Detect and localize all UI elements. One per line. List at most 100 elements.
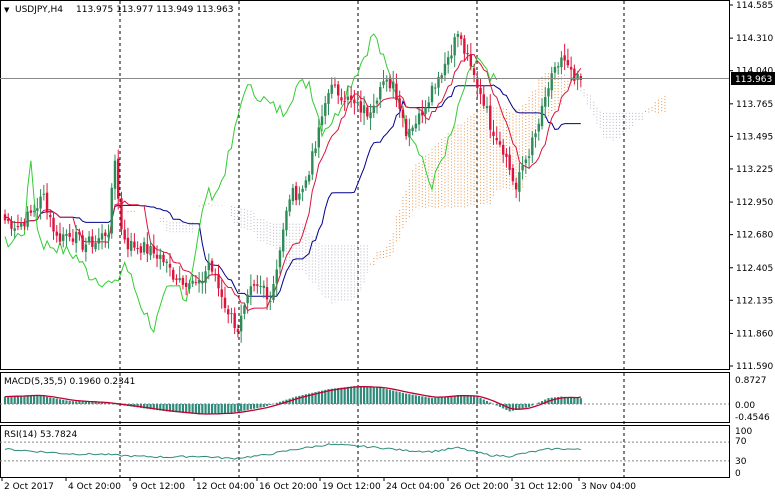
candle-body [317, 127, 320, 148]
candle-body [534, 133, 537, 138]
candle-body [68, 233, 71, 237]
candle-body [446, 57, 450, 65]
macd-axis-zero: 0.00 [735, 401, 755, 411]
candle-body [184, 282, 188, 287]
candle-body [563, 55, 566, 61]
price-tick-label: 112.135 [736, 296, 773, 306]
candle-body [117, 158, 120, 199]
candle-body [453, 37, 456, 56]
candle-body [531, 137, 534, 156]
time-tick-label: 19 Oct 12:00 [322, 482, 381, 492]
candle-body [168, 263, 172, 268]
candle-body [52, 217, 55, 232]
candle-body [553, 66, 557, 73]
candle-body [443, 63, 447, 76]
candle-body [291, 187, 295, 202]
macd-indicator [0, 386, 729, 415]
candle-body [573, 68, 576, 81]
candle-body [469, 54, 473, 67]
time-tick-label: 24 Oct 04:00 [386, 482, 445, 492]
rsi-line [4, 443, 581, 460]
candle-body [343, 101, 346, 103]
candle-body [307, 174, 311, 182]
candle-body [327, 92, 330, 104]
rsi-axis-100: 100 [735, 427, 752, 437]
candle-body [285, 210, 288, 231]
candle-body [49, 214, 52, 218]
candle-body [149, 245, 152, 256]
candle-body [272, 283, 275, 300]
current-price-tag [731, 72, 775, 85]
chart-symbol: USDJPY,H4 [15, 5, 63, 15]
candle-body [498, 141, 502, 145]
candle-body [560, 57, 563, 68]
candle-body [324, 103, 327, 116]
candle-body [411, 127, 414, 131]
candle-body [165, 261, 168, 264]
candle-body [421, 111, 424, 116]
price-tick-label: 113.765 [736, 100, 773, 110]
rsi-axis-70: 70 [735, 437, 747, 447]
candle-body [220, 289, 223, 297]
candle-body [359, 101, 363, 113]
candle-body [408, 128, 411, 138]
candle-body [579, 76, 583, 80]
candle-body [369, 112, 372, 119]
candle-body [178, 278, 181, 281]
candle-body [278, 250, 282, 268]
candle-body [249, 286, 253, 296]
candle-body [388, 77, 392, 89]
kijun-line [4, 84, 581, 297]
candle-body [10, 221, 13, 229]
time-tick-label: 3 Nov 04:00 [581, 482, 636, 492]
candle-body [246, 294, 249, 304]
candle-body [320, 116, 324, 126]
candle-body [191, 280, 194, 284]
price-tick-label: 111.590 [736, 362, 773, 372]
candle-body [298, 193, 301, 200]
candle-body [424, 107, 427, 114]
candle-body [239, 315, 243, 332]
candle-body [440, 75, 443, 79]
candle-body [259, 285, 262, 287]
candle-body [518, 172, 521, 192]
candle-body [379, 87, 382, 100]
candle-body [385, 79, 388, 82]
candle-body [395, 83, 398, 101]
candle-body [39, 196, 42, 209]
candle-body [282, 229, 285, 252]
candle-body [58, 233, 62, 242]
candle-body [437, 76, 440, 88]
candle-body [566, 60, 570, 66]
macd-axis-bottom: -0.4546 [735, 413, 770, 423]
candle-body [227, 309, 230, 315]
macd-axis-top: 0.8727 [735, 376, 767, 386]
candle-body [540, 105, 544, 127]
candle-body [314, 148, 317, 154]
candle-body [107, 234, 110, 238]
candle-body [3, 214, 7, 221]
candle-body [482, 94, 485, 106]
price-tick-label: 112.405 [736, 264, 773, 274]
symbol-dropdown-icon[interactable]: ▼ [4, 6, 10, 14]
candle-body [511, 167, 515, 182]
price-tick-label: 112.950 [736, 198, 773, 208]
chart-ohlc: 113.975 113.977 113.949 113.963 [76, 5, 233, 15]
candle-body [353, 99, 356, 104]
time-tick-label: 9 Oct 12:00 [132, 482, 185, 492]
time-tick-label: 2 Oct 2017 [4, 482, 54, 492]
candle-body [340, 97, 343, 101]
candle-body [201, 280, 204, 283]
candle-body [87, 236, 91, 243]
time-axis: 2 Oct 2017 4 Oct 20:00 9 Oct 12:00 12 Oct 0… [1, 477, 636, 492]
candle-body [275, 269, 278, 284]
macd-signal-line [4, 386, 581, 415]
price-tick-label: 112.680 [736, 231, 773, 241]
candle-body [537, 123, 540, 132]
candlesticks[interactable] [3, 30, 583, 343]
candle-body [19, 223, 23, 227]
candle-body [333, 84, 337, 86]
candle-body [94, 243, 97, 250]
candle-body [16, 226, 20, 228]
